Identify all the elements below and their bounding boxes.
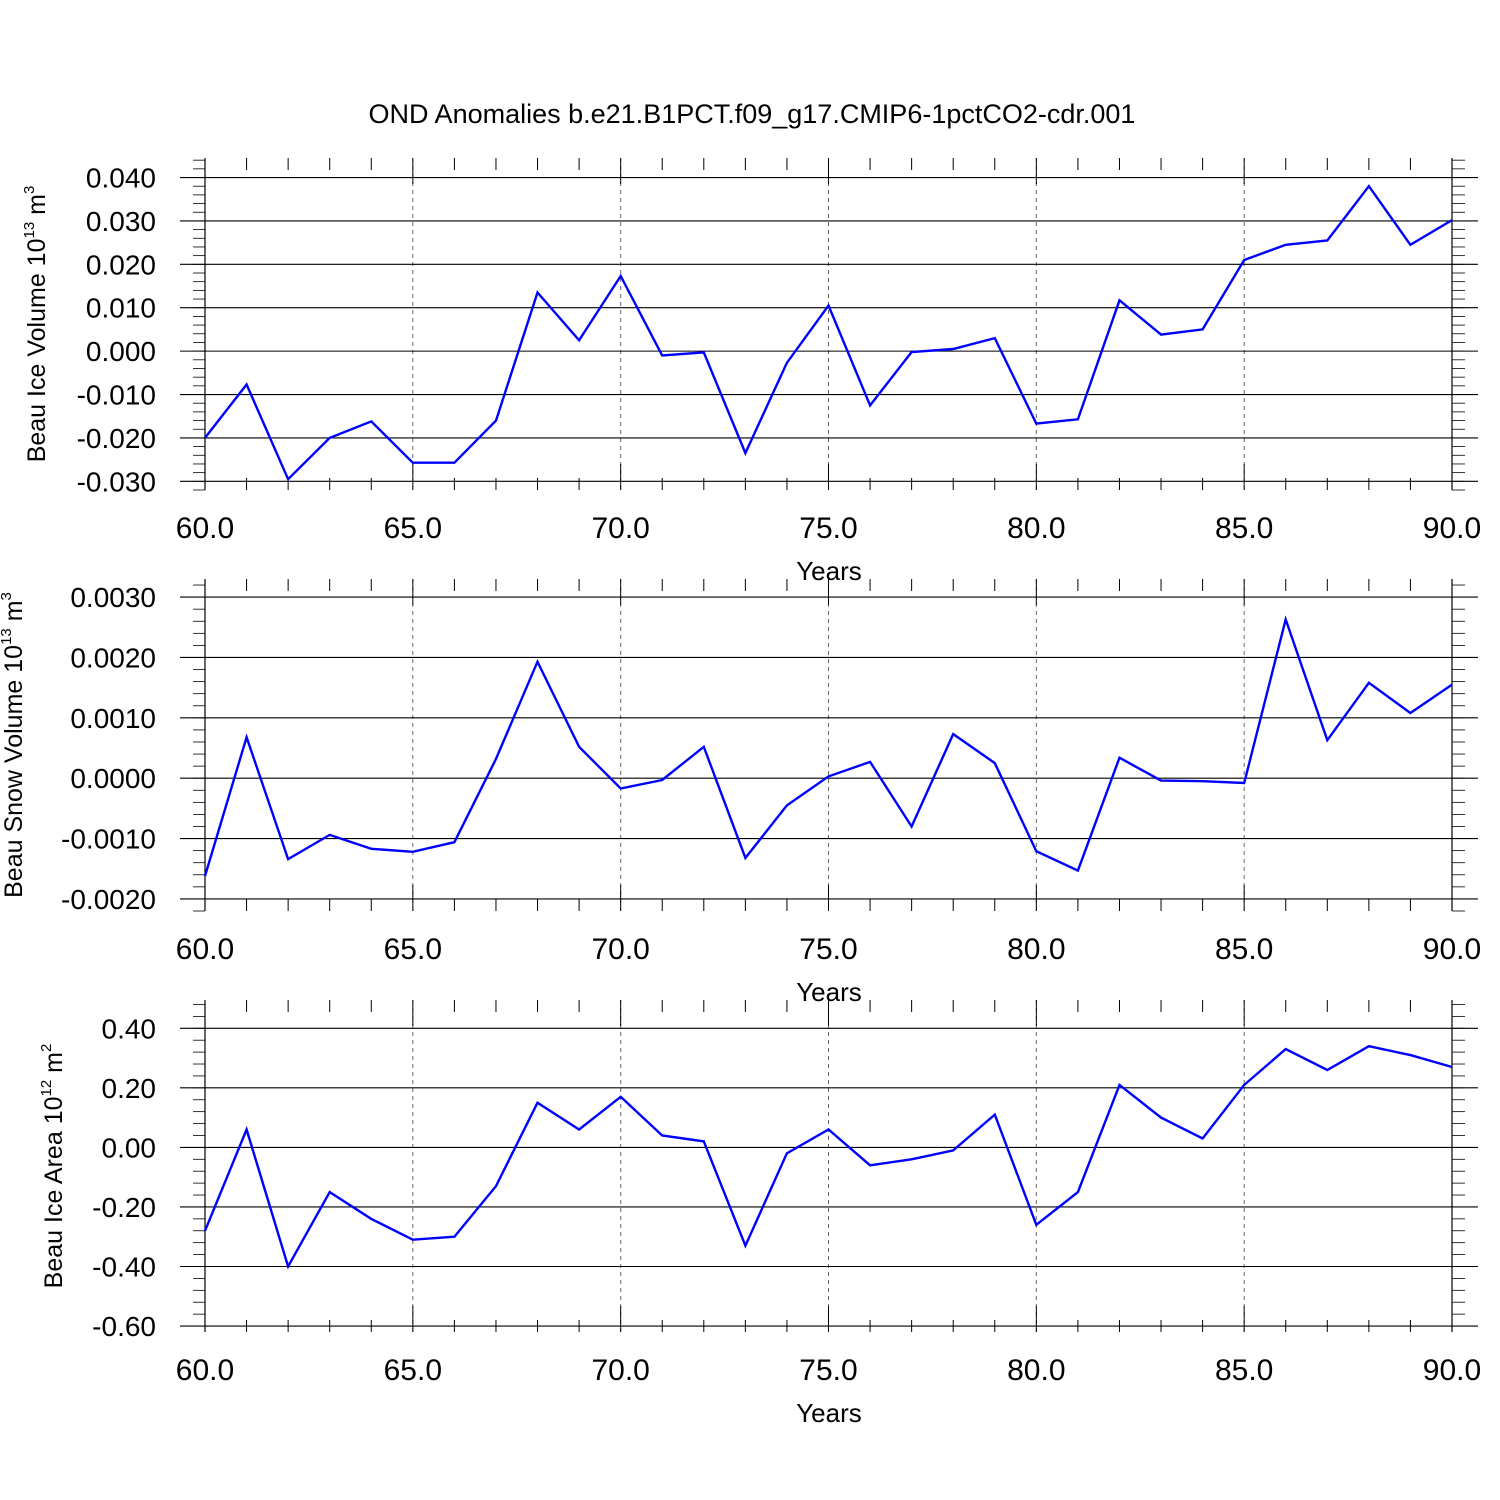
y-tick-label: -0.0020 bbox=[61, 884, 156, 915]
x-tick-label: 90.0 bbox=[1423, 933, 1481, 966]
y-tick-label: -0.0010 bbox=[61, 824, 156, 855]
y-axis-label-exponent: 13 bbox=[21, 222, 38, 239]
y-axis-label-exponent: 12 bbox=[38, 1080, 55, 1097]
y-tick-label: 0.010 bbox=[86, 293, 156, 324]
y-axis-label-text: Beau Ice Area 10 bbox=[40, 1097, 68, 1289]
y-tick-label: 0.040 bbox=[86, 163, 156, 194]
x-tick-label: 60.0 bbox=[176, 933, 234, 966]
x-tick-label: 65.0 bbox=[384, 512, 442, 545]
x-tick-label: 80.0 bbox=[1007, 1354, 1065, 1387]
panel-1: 0.040 0.030 0.020 0.010 0.000 -0.010 -0.020 -0.… bbox=[21, 158, 1481, 586]
y-tick-label: 0.0000 bbox=[70, 763, 156, 794]
y-axis-label-unit-exponent: 3 bbox=[21, 186, 38, 194]
panel-3: 0.40 0.20 0.00 -0.20 -0.40 -0.60 60.0 65.0 70.0 7… bbox=[38, 1000, 1481, 1428]
x-tick-label: 75.0 bbox=[799, 512, 857, 545]
y-axis-label-text: Beau Snow Volume 10 bbox=[0, 645, 28, 898]
y-axis-label-exponent: 13 bbox=[0, 628, 15, 645]
x-tick-label: 70.0 bbox=[591, 1354, 649, 1387]
x-tick-label: 85.0 bbox=[1215, 933, 1273, 966]
series-line bbox=[203, 615, 1453, 877]
y-tick-label: 0.0030 bbox=[70, 582, 156, 613]
y-axis-label: Beau Snow Volume 1013 m3 bbox=[0, 592, 28, 898]
y-axis-label-text: Beau Ice Volume 10 bbox=[23, 239, 51, 463]
y-tick-label: 0.030 bbox=[86, 206, 156, 237]
y-tick-label: -0.20 bbox=[92, 1192, 156, 1223]
y-axis-label-unit-exponent: 2 bbox=[38, 1044, 55, 1052]
y-tick-label: 0.00 bbox=[102, 1132, 157, 1163]
x-tick-label: 80.0 bbox=[1007, 512, 1065, 545]
y-axis-label-unit: m bbox=[40, 1052, 68, 1080]
series-line bbox=[203, 1044, 1453, 1270]
x-tick-label: 60.0 bbox=[176, 1354, 234, 1387]
x-tick-label: 80.0 bbox=[1007, 933, 1065, 966]
y-tick-label: 0.0020 bbox=[70, 642, 156, 673]
chart-title: OND Anomalies b.e21.B1PCT.f09_g17.CMIP6-… bbox=[369, 99, 1136, 129]
y-tick-label: -0.020 bbox=[77, 423, 156, 454]
y-tick-label: 0.0010 bbox=[70, 703, 156, 734]
y-tick-label: 0.000 bbox=[86, 336, 156, 367]
x-tick-label: 75.0 bbox=[799, 1354, 857, 1387]
y-axis-label-unit-exponent: 3 bbox=[0, 592, 15, 600]
y-axis-label-unit: m bbox=[23, 194, 51, 222]
y-tick-label: -0.40 bbox=[92, 1251, 156, 1282]
x-tick-label: 85.0 bbox=[1215, 1354, 1273, 1387]
x-axis-label: Years bbox=[796, 1398, 862, 1428]
panel-2: 0.0030 0.0020 0.0010 0.0000 -0.0010 -0.0020 60… bbox=[0, 579, 1481, 1007]
x-tick-label: 85.0 bbox=[1215, 512, 1273, 545]
y-tick-label: 0.40 bbox=[102, 1013, 157, 1044]
x-tick-label: 70.0 bbox=[591, 933, 649, 966]
y-axis-label: Beau Ice Volume 1013 m3 bbox=[21, 186, 51, 463]
x-tick-label: 65.0 bbox=[384, 933, 442, 966]
x-tick-label: 90.0 bbox=[1423, 1354, 1481, 1387]
y-tick-label: 0.20 bbox=[102, 1073, 157, 1104]
x-tick-label: 60.0 bbox=[176, 512, 234, 545]
x-tick-label: 90.0 bbox=[1423, 512, 1481, 545]
x-tick-label: 65.0 bbox=[384, 1354, 442, 1387]
y-tick-label: -0.60 bbox=[92, 1311, 156, 1342]
y-tick-label: -0.010 bbox=[77, 380, 156, 411]
y-tick-label: 0.020 bbox=[86, 249, 156, 280]
y-tick-label: -0.030 bbox=[77, 466, 156, 497]
y-axis-label-unit: m bbox=[0, 600, 28, 628]
x-tick-label: 75.0 bbox=[799, 933, 857, 966]
series-line bbox=[204, 184, 1453, 482]
x-tick-label: 70.0 bbox=[591, 512, 649, 545]
y-axis-label: Beau Ice Area 1012 m2 bbox=[38, 1044, 68, 1289]
